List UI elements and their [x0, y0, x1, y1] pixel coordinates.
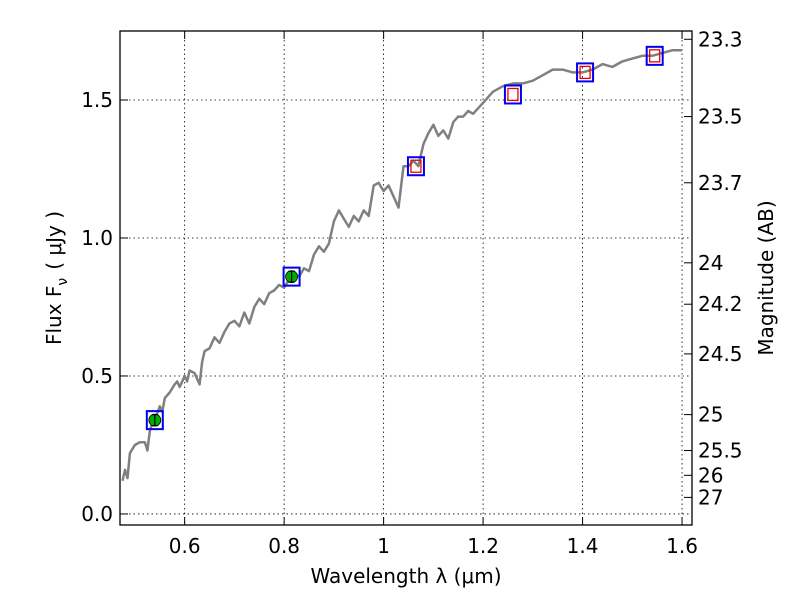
- x-tick-label: 0.8: [268, 534, 300, 558]
- data-points: [145, 45, 664, 431]
- tick-marks: [120, 31, 692, 525]
- magnitude-tick-label: 25: [698, 403, 723, 427]
- y-axis-label-flux: Flux F: [42, 286, 66, 345]
- model-photometry-box: [503, 84, 522, 105]
- grid: [120, 31, 692, 525]
- x-axis-label: Wavelength λ (μm): [310, 564, 501, 588]
- x-tick-label: 1.4: [567, 534, 599, 558]
- x-tick-label: 0.6: [169, 534, 201, 558]
- model-photometry-box: [576, 62, 595, 83]
- model-photometry-box: [645, 45, 664, 66]
- upper-limit-box: [410, 159, 422, 173]
- y-tick-label: 0.0: [81, 502, 113, 526]
- y-tick-labels: 0.0 0.5 1.0 1.5: [81, 88, 113, 526]
- x-tick-label: 1.2: [467, 534, 499, 558]
- series: [121, 49, 683, 482]
- magnitude-tick-label: 27: [698, 485, 723, 509]
- magnitude-tick-label: 23.3: [698, 27, 743, 51]
- sed-model-line: [121, 49, 683, 482]
- magnitude-tick-label: 24.2: [698, 292, 743, 316]
- y-tick-label: 0.5: [81, 364, 113, 388]
- magnitude-tick-label: 23.7: [698, 171, 743, 195]
- y-tick-label: 1.0: [81, 226, 113, 250]
- magnitude-tick-label: 25.5: [698, 438, 743, 462]
- upper-limit-box: [649, 49, 661, 63]
- y-axis-label-unit: ( μJy ): [42, 211, 66, 270]
- model-photometry-box: [282, 266, 301, 287]
- magnitude-tick-label: 24.5: [698, 342, 743, 366]
- magnitude-tick-label: 24: [698, 251, 723, 275]
- y-axis-label-sub: ν: [55, 278, 71, 286]
- x-tick-label: 1.6: [666, 534, 698, 558]
- magnitude-tick-label: 23.5: [698, 105, 743, 129]
- y-axis-label: Flux Fν ( μJy ): [42, 211, 71, 345]
- y2-axis-label: Magnitude (AB): [754, 200, 778, 355]
- magnitude-tick-label: 26: [698, 463, 723, 487]
- upper-limit-box: [507, 87, 519, 102]
- y-tick-label: 1.5: [81, 88, 113, 112]
- model-photometry-box: [406, 156, 425, 177]
- model-photometry-box: [145, 410, 164, 431]
- x-tick-label: 1: [377, 534, 390, 558]
- upper-limit-box: [579, 65, 591, 80]
- plot-frame: [119, 30, 693, 526]
- x-tick-labels: 0.6 0.8 1 1.2 1.4 1.6: [169, 534, 698, 558]
